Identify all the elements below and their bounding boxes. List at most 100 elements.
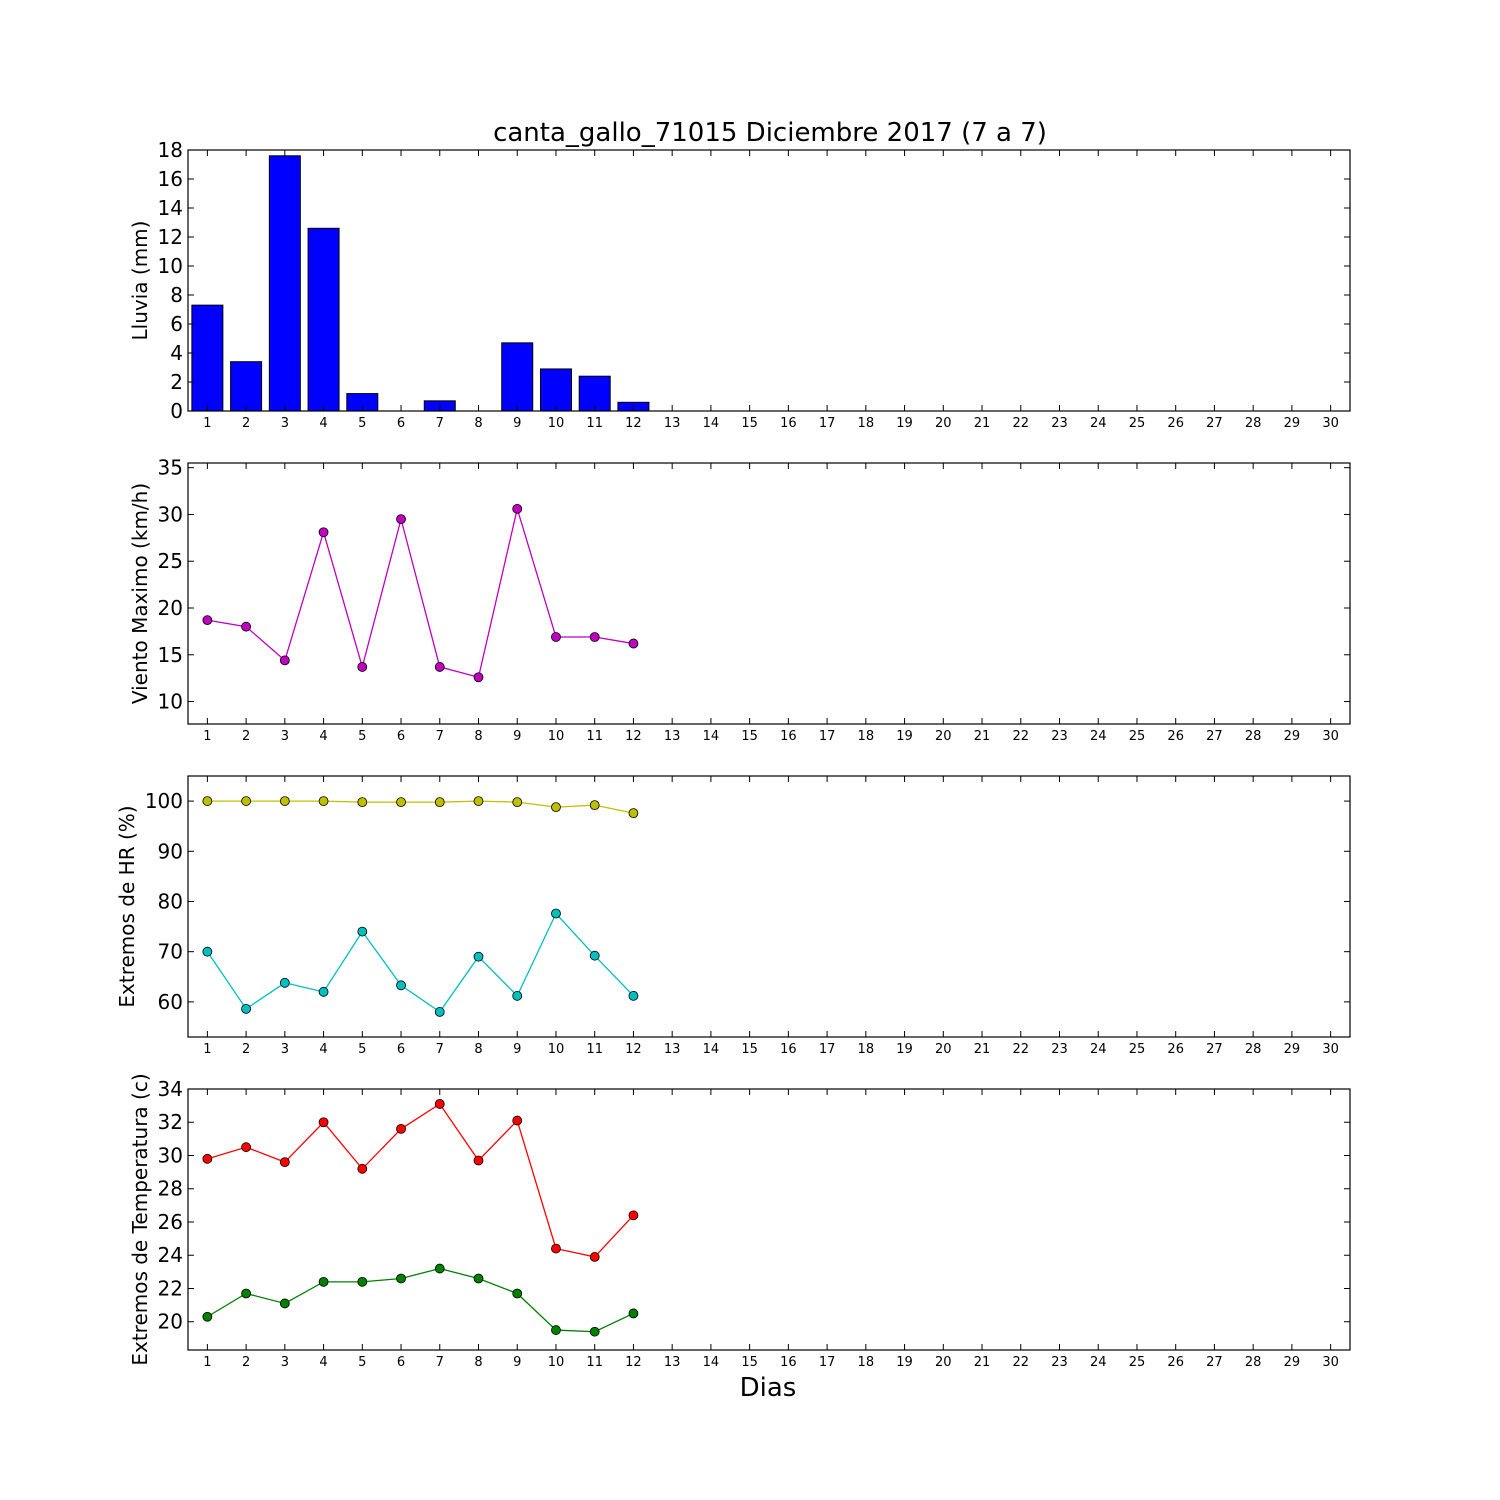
point-s2-day-3 — [279, 977, 290, 988]
x-tick-label: 3 — [281, 416, 289, 431]
y-tick-label: 20 — [158, 596, 183, 620]
x-tick-label: 17 — [819, 729, 836, 744]
x-tick-label: 19 — [896, 729, 913, 744]
x-tick-label: 8 — [474, 1042, 482, 1057]
x-tick-label: 5 — [358, 1355, 366, 1370]
panel-4: 1 2 3 4 5 6 7 8 9 10 11 12 13 14 15 16 17 18 19 20 21 22 23 24 2… — [128, 1073, 1351, 1370]
panel-1: 1 2 3 4 5 6 7 8 9 10 11 12 13 14 15 16 17 18 19 20 21 22 23 24 2… — [128, 138, 1351, 431]
x-tick-label: 22 — [1012, 729, 1029, 744]
point-s2-day-5 — [357, 1276, 368, 1287]
point-s1-day-8 — [473, 1155, 484, 1166]
y-tick-label: 25 — [158, 549, 183, 573]
x-tick-label: 30 — [1322, 1355, 1339, 1370]
plot-frame — [187, 149, 1351, 412]
point-s1-day-4 — [318, 796, 329, 806]
y-tick-label: 16 — [158, 167, 183, 191]
y-tick-label: 70 — [158, 940, 183, 964]
x-tick-label: 30 — [1322, 416, 1339, 431]
x-tick-label: 22 — [1012, 1355, 1029, 1370]
x-tick-label: 27 — [1206, 729, 1223, 744]
point-s2-day-7 — [434, 1263, 445, 1274]
x-tick-label: 15 — [741, 1355, 758, 1370]
x-tick-label: 10 — [548, 416, 565, 431]
y-tick-label: 4 — [170, 341, 183, 365]
x-tick-label: 9 — [513, 416, 521, 431]
point-s1-day-12 — [628, 1210, 639, 1221]
series-line-2 — [207, 1267, 634, 1333]
x-tick-label: 20 — [935, 729, 952, 744]
y-tick-label: 15 — [158, 643, 183, 667]
bar-day-10 — [539, 368, 572, 412]
point-s1-day-3 — [279, 1157, 290, 1168]
series-line-2 — [206, 912, 634, 1013]
point-s2-day-1 — [202, 1311, 213, 1322]
y-tick-label: 0 — [170, 399, 183, 423]
point-s1-day-7 — [434, 797, 445, 807]
point-s1-day-4 — [318, 1117, 329, 1128]
point-s1-day-4 — [318, 527, 329, 538]
panel-2: 1 2 3 4 5 6 7 8 9 10 11 12 13 14 15 16 17 18 19 20 21 22 23 24 2… — [128, 456, 1351, 744]
x-tick-label: 8 — [474, 1355, 482, 1370]
x-tick-label: 25 — [1129, 416, 1146, 431]
x-tick-label: 21 — [974, 1042, 991, 1057]
point-s1-day-10 — [551, 632, 561, 642]
y-axis-label: Viento Maximo (km/h) — [128, 483, 152, 704]
point-s2-day-1 — [202, 946, 213, 957]
x-tick-label: 11 — [586, 416, 603, 431]
y-tick-label: 20 — [158, 1310, 183, 1334]
x-tick-label: 12 — [625, 1355, 642, 1370]
x-tick-label: 21 — [974, 1355, 991, 1370]
y-tick-label: 22 — [158, 1276, 183, 1300]
x-tick-label: 3 — [281, 729, 289, 744]
point-s1-day-9 — [512, 503, 523, 514]
x-tick-label: 23 — [1051, 729, 1068, 744]
point-s1-day-12 — [628, 638, 639, 649]
point-s1-day-10 — [551, 1243, 561, 1254]
x-tick-label: 9 — [513, 1355, 521, 1370]
x-tick-label: 8 — [474, 729, 482, 744]
x-tick-label: 10 — [548, 1355, 565, 1370]
point-s2-day-12 — [628, 1308, 639, 1319]
y-tick-label: 6 — [170, 312, 183, 336]
point-s1-day-11 — [589, 800, 600, 811]
y-tick-label: 32 — [158, 1110, 183, 1134]
y-tick-label: 12 — [158, 225, 183, 249]
x-tick-label: 3 — [281, 1042, 289, 1057]
point-s2-day-9 — [512, 1288, 523, 1299]
x-tick-label: 15 — [741, 729, 758, 744]
x-tick-label: 13 — [664, 1355, 681, 1370]
chart-title: canta_gallo_71015 Diciembre 2017 (7 a 7) — [493, 118, 1047, 148]
point-s2-day-11 — [589, 950, 600, 961]
y-tick-label: 34 — [158, 1077, 183, 1101]
x-tick-label: 25 — [1129, 1042, 1146, 1057]
panel-3: 1 2 3 4 5 6 7 8 9 10 11 12 13 14 15 16 17 18 19 20 21 22 23 24 2… — [115, 775, 1351, 1057]
point-s1-day-5 — [357, 1163, 368, 1174]
point-s2-day-8 — [473, 951, 484, 962]
point-s1-day-2 — [241, 1142, 252, 1153]
x-tick-label: 12 — [625, 729, 642, 744]
point-s1-day-10 — [551, 802, 561, 813]
x-tick-label: 25 — [1129, 729, 1146, 744]
point-s2-day-11 — [589, 1326, 600, 1337]
x-tick-label: 1 — [203, 729, 211, 744]
x-tick-label: 10 — [548, 1042, 565, 1057]
x-tick-label: 29 — [1284, 1355, 1301, 1370]
point-s1-day-9 — [512, 797, 523, 807]
x-tick-label: 5 — [358, 729, 366, 744]
plot-frame — [187, 775, 1351, 1038]
x-tick-label: 7 — [436, 1042, 444, 1057]
point-s1-day-8 — [473, 796, 484, 806]
x-tick-label: 21 — [974, 729, 991, 744]
point-s2-day-9 — [512, 990, 523, 1001]
bar-day-1 — [191, 304, 224, 412]
x-tick-label: 17 — [819, 416, 836, 431]
x-tick-label: 13 — [664, 416, 681, 431]
x-tick-label: 27 — [1206, 1042, 1223, 1057]
x-tick-label: 24 — [1090, 416, 1107, 431]
x-tick-label: 28 — [1245, 1042, 1262, 1057]
x-tick-label: 19 — [896, 1355, 913, 1370]
x-tick-label: 28 — [1245, 729, 1262, 744]
x-tick-label: 17 — [819, 1355, 836, 1370]
x-tick-label: 17 — [819, 1042, 836, 1057]
